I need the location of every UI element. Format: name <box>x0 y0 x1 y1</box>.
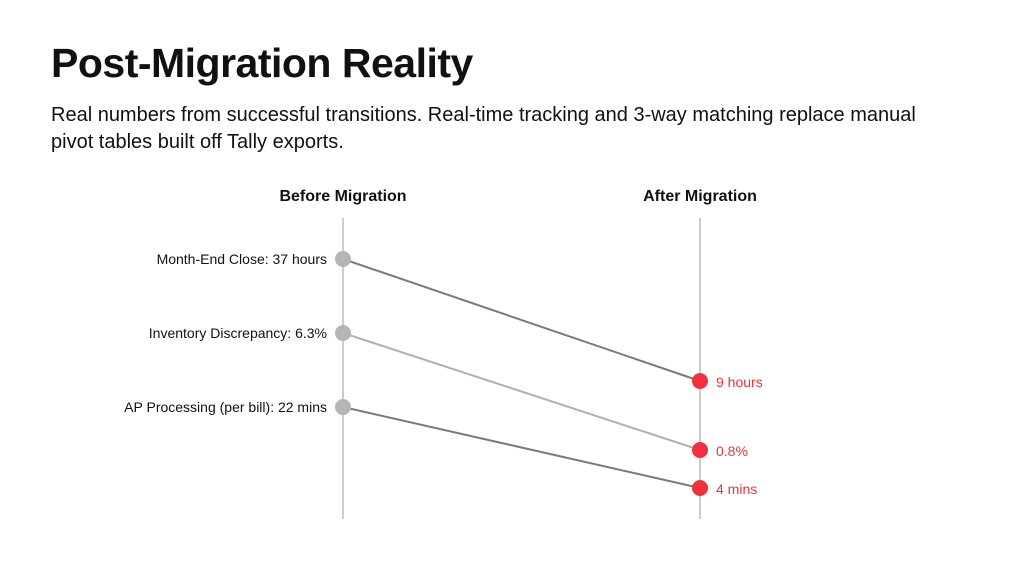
after-label: 4 mins <box>716 481 757 497</box>
column-header-before: Before Migration <box>279 188 406 205</box>
before-label: Inventory Discrepancy: 6.3% <box>149 325 327 341</box>
after-label: 0.8% <box>716 443 748 459</box>
page-subtitle: Real numbers from successful transitions… <box>51 104 916 153</box>
after-point <box>692 373 708 389</box>
before-point <box>335 325 351 341</box>
before-label: AP Processing (per bill): 22 mins <box>124 399 327 415</box>
column-header-after: After Migration <box>643 188 757 205</box>
slope-line <box>342 406 701 489</box>
after-label: 9 hours <box>716 374 763 390</box>
before-point <box>335 399 351 415</box>
after-point <box>692 442 708 458</box>
after-point <box>692 480 708 496</box>
slope-line <box>342 332 701 451</box>
slope-line <box>342 258 701 382</box>
before-label: Month-End Close: 37 hours <box>157 251 327 267</box>
page-title: Post-Migration Reality <box>51 40 473 86</box>
before-point <box>335 251 351 267</box>
